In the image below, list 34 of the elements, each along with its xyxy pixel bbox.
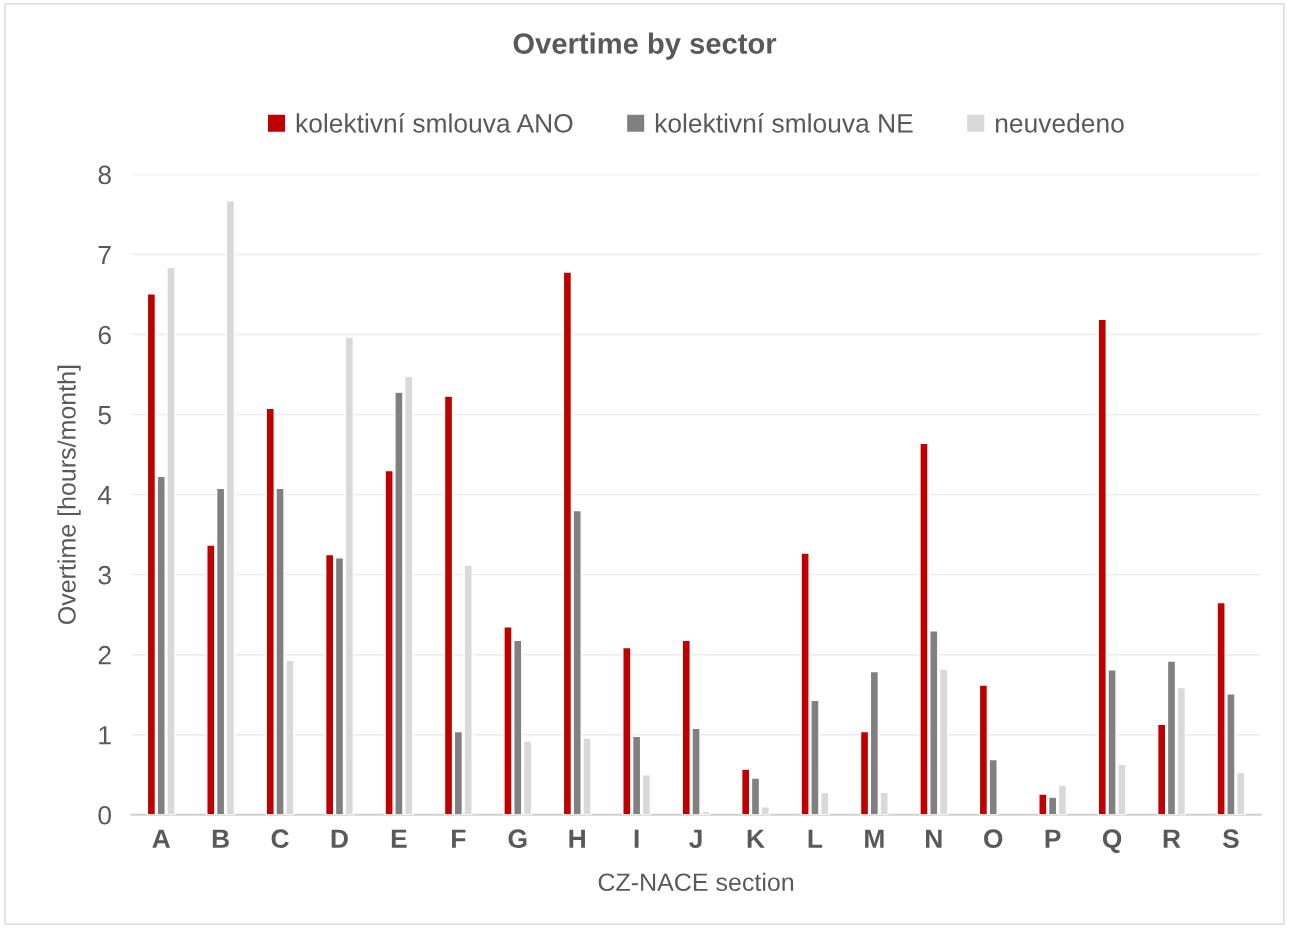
x-tick-label: Q [1102, 829, 1122, 853]
x-tick-label: D [331, 829, 348, 848]
x-tick-label: K [747, 829, 765, 848]
y-tick-label: 2 [98, 645, 111, 665]
x-tick-label: A [152, 829, 171, 848]
x-tick-label: P [1045, 829, 1061, 848]
legend-label: kolektivní smlouva NE [655, 113, 913, 133]
y-tick-label: 8 [98, 165, 111, 185]
y-tick-label: 4 [97, 486, 112, 505]
y-tick-label: 1 [99, 726, 111, 745]
legend-label: neuvedeno [995, 113, 1124, 133]
x-tick-label: O [984, 829, 1003, 849]
y-tick-label: 7 [98, 245, 111, 265]
x-tick-label: L [808, 829, 823, 848]
y-tick-label: 3 [98, 565, 111, 585]
x-tick-label: N [926, 829, 942, 848]
x-axis-title: CZ-NACE section [598, 872, 794, 892]
x-tick-label: S [1222, 829, 1239, 849]
x-tick-label: H [569, 829, 585, 848]
x-tick-label: I [634, 829, 639, 848]
x-tick-label: G [508, 829, 527, 849]
x-tick-label: E [391, 829, 407, 848]
x-tick-label: J [689, 829, 702, 849]
chart-title: Overtime by sector [513, 32, 777, 60]
y-axis-title: Overtime [hours/month] [57, 365, 81, 625]
x-tick-label: C [271, 829, 289, 849]
y-tick-label: 5 [98, 405, 111, 425]
legend-label: kolektivní smlouva ANO [296, 113, 573, 133]
x-tick-label: F [452, 829, 466, 848]
x-tick-label: R [1163, 829, 1181, 848]
x-tick-label: M [865, 829, 884, 848]
x-tick-label: B [212, 829, 229, 848]
y-tick-label: 0 [98, 805, 111, 825]
y-tick-label: 6 [98, 325, 111, 345]
